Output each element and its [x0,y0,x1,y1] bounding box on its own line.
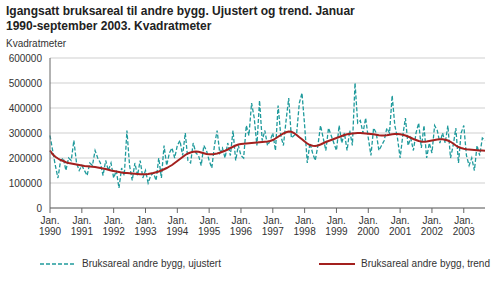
svg-text:Jan.2002: Jan.2002 [421,215,444,237]
svg-text:Jan.1999: Jan.1999 [325,215,348,237]
svg-text:600000: 600000 [9,53,43,64]
svg-text:Jan.1992: Jan.1992 [103,215,126,237]
svg-text:200000: 200000 [9,153,43,164]
svg-text:Jan.1997: Jan.1997 [262,215,285,237]
svg-text:Jan.1993: Jan.1993 [134,215,157,237]
svg-text:Jan.2003: Jan.2003 [453,215,476,237]
svg-text:Jan.1996: Jan.1996 [230,215,253,237]
html-text:Bruksareal andre bygg, ujuster: Bruksareal andre bygg, ujustert [82,258,221,269]
svg-text:400000: 400000 [9,103,43,114]
svg-text:Jan.1998: Jan.1998 [294,215,317,237]
svg-text:500000: 500000 [9,78,43,89]
svg-text:Jan.2001: Jan.2001 [389,215,412,237]
html-text:Bruksareal andre bygg, trend: Bruksareal andre bygg, trend [361,258,490,269]
svg-text:100000: 100000 [9,178,43,189]
svg-text:300000: 300000 [9,128,43,139]
svg-text:Jan.1995: Jan.1995 [198,215,221,237]
svg-text:0: 0 [36,203,42,214]
svg-text:Jan.1994: Jan.1994 [166,215,189,237]
html-text:Igangsatt bruksareal til andre: Igangsatt bruksareal til andre bygg. Uju… [6,4,355,33]
svg-text:Jan.1991: Jan.1991 [71,215,94,237]
svg-text:Jan.1990: Jan.1990 [39,215,62,237]
svg-text:Jan.2000: Jan.2000 [357,215,380,237]
html-text:Kvadratmeter: Kvadratmeter [6,38,66,49]
